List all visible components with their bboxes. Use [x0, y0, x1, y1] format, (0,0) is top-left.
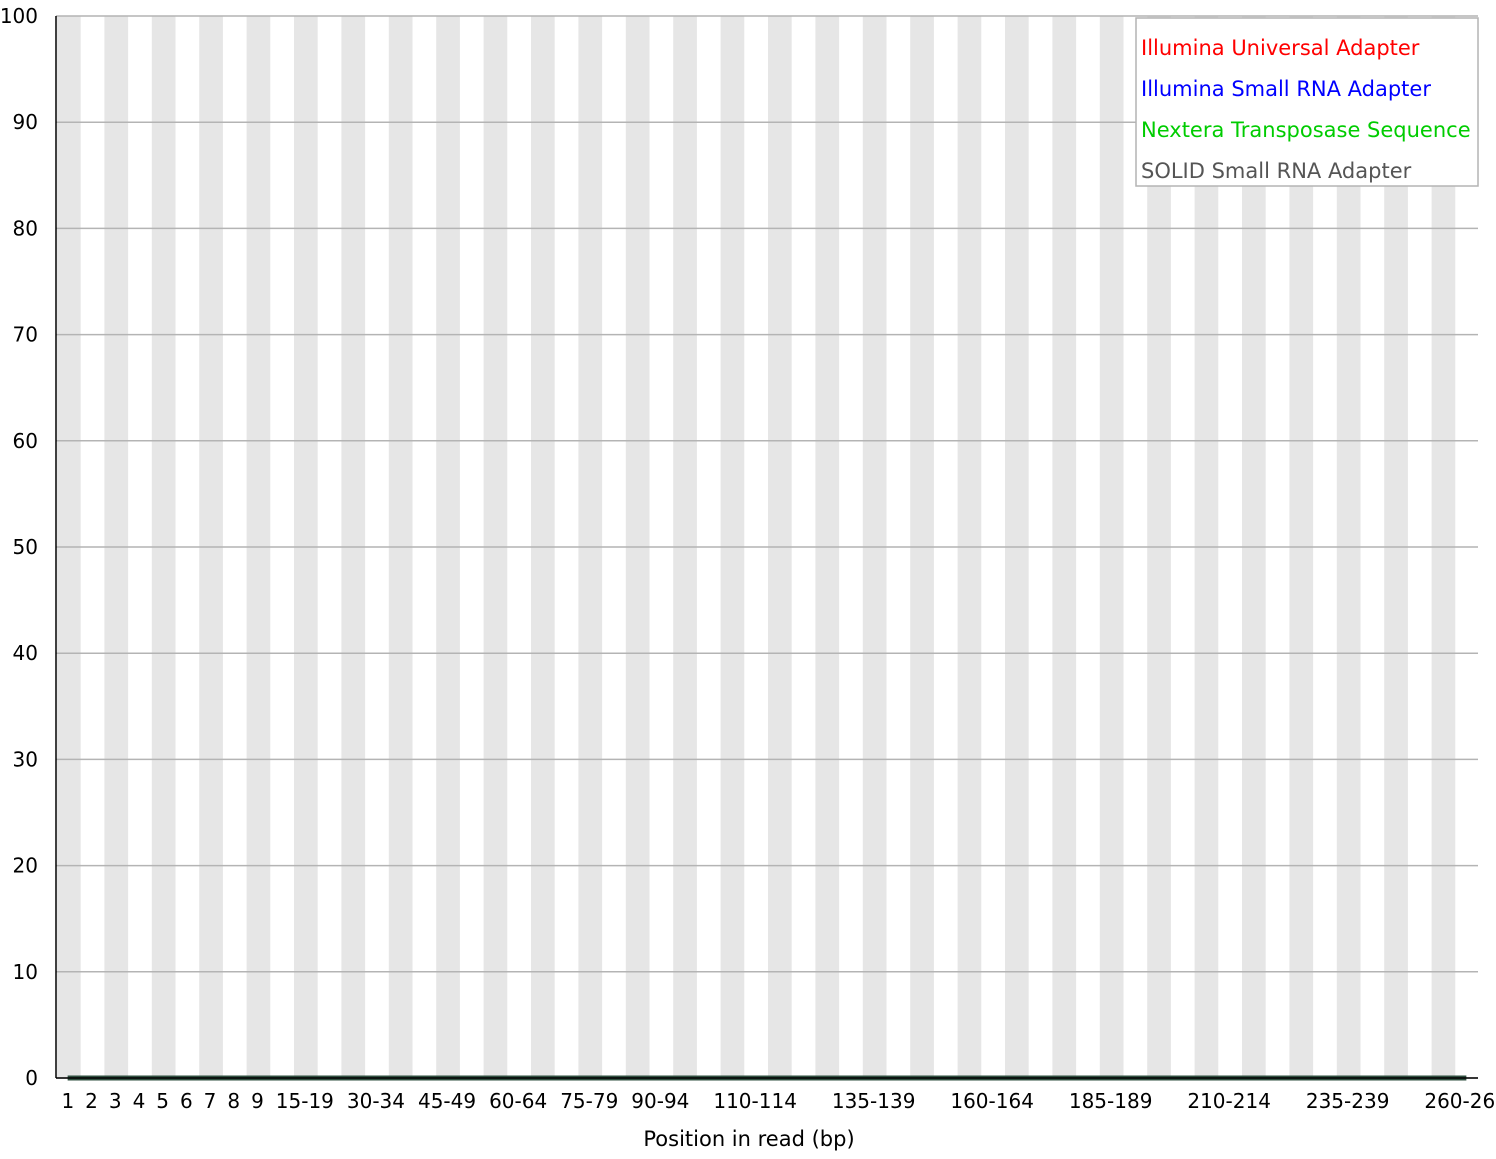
- y-tick-label-30: 30: [13, 747, 38, 771]
- y-tick-labels: 0 10 20 30 40 50 60 70 80 90 100: [0, 4, 38, 1090]
- x-tick-label-45-49: 45-49: [418, 1089, 476, 1113]
- x-tick-label-110-114: 110-114: [713, 1089, 797, 1113]
- legend-box: [1135, 17, 1479, 187]
- x-tick-label-8: 8: [227, 1089, 240, 1113]
- y-tick-label-40: 40: [13, 641, 38, 665]
- x-tick-label-2: 2: [85, 1089, 98, 1113]
- y-tick-label-50: 50: [13, 535, 38, 559]
- axes: [55, 16, 1478, 1079]
- y-tick-label-60: 60: [13, 429, 38, 453]
- x-tick-label-15-19: 15-19: [276, 1089, 334, 1113]
- x-tick-label-210-214: 210-214: [1187, 1089, 1271, 1113]
- x-tick-label-235-239: 235-239: [1306, 1089, 1390, 1113]
- x-tick-label-160-164: 160-164: [950, 1089, 1034, 1113]
- x-tick-label-75-79: 75-79: [560, 1089, 618, 1113]
- legend-entry-3: SOLID Small RNA Adapter: [1141, 159, 1412, 183]
- x-tick-label-7: 7: [204, 1089, 217, 1113]
- y-tick-label-80: 80: [13, 216, 38, 240]
- x-tick-label-6: 6: [180, 1089, 193, 1113]
- y-tick-label-90: 90: [13, 110, 38, 134]
- legend-entry-1: Illumina Small RNA Adapter: [1141, 77, 1431, 101]
- y-tick-label-10: 10: [13, 960, 38, 984]
- x-tick-labels: 1 2 3 4 5 6 7 8 9 15-19 30-34 45-49 60-64 75-79 90-94 1…: [61, 1089, 1496, 1113]
- x-tick-label-1: 1: [61, 1089, 74, 1113]
- legend: Illumina Universal Adapter Illumina Small…: [1135, 17, 1479, 187]
- x-tick-label-90-94: 90-94: [631, 1089, 689, 1113]
- legend-entry-2: Nextera Transposase Sequence: [1141, 118, 1471, 142]
- x-tick-label-260-261: 260-261: [1424, 1089, 1496, 1113]
- legend-entry-0: Illumina Universal Adapter: [1141, 36, 1420, 60]
- x-tick-label-185-189: 185-189: [1069, 1089, 1153, 1113]
- x-tick-label-9: 9: [251, 1089, 264, 1113]
- y-tick-label-100: 100: [0, 4, 38, 28]
- y-tick-label-20: 20: [13, 854, 38, 878]
- y-tick-label-70: 70: [13, 323, 38, 347]
- x-tick-label-5: 5: [156, 1089, 169, 1113]
- x-tick-label-30-34: 30-34: [347, 1089, 405, 1113]
- x-tick-label-4: 4: [133, 1089, 146, 1113]
- x-tick-label-135-139: 135-139: [832, 1089, 916, 1113]
- x-tick-label-60-64: 60-64: [489, 1089, 547, 1113]
- x-axis-title: Position in read (bp): [643, 1127, 854, 1151]
- x-tick-label-3: 3: [109, 1089, 122, 1113]
- y-tick-label-0: 0: [25, 1066, 38, 1090]
